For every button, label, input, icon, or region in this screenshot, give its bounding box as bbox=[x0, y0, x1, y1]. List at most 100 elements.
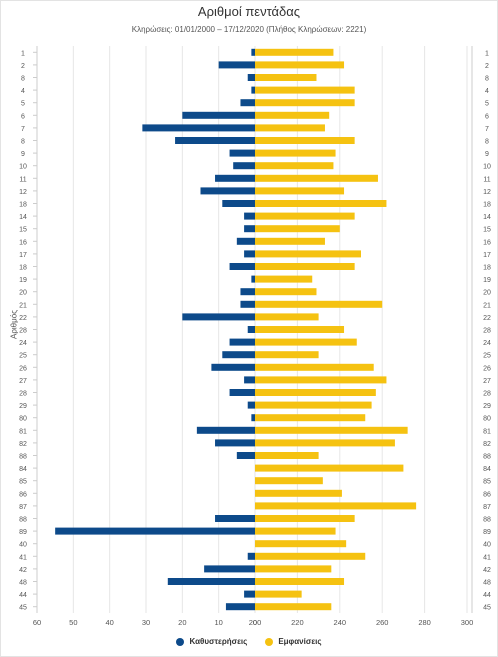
bar-appearances bbox=[255, 351, 319, 359]
x-tick-label: 10 bbox=[214, 618, 222, 627]
bar-delays bbox=[222, 200, 255, 207]
bar-delays bbox=[182, 111, 255, 119]
x-tick-label: 200 bbox=[249, 618, 262, 627]
bar-delays bbox=[240, 288, 255, 296]
category-label-right: 4 bbox=[485, 88, 489, 95]
legend-label-delays: Καθυστερήσεις bbox=[189, 637, 248, 646]
x-tick-label: 240 bbox=[334, 618, 347, 627]
bar-delays bbox=[229, 149, 255, 157]
category-label-right: 80 bbox=[483, 416, 491, 423]
bar-delays bbox=[215, 515, 255, 522]
category-label-left: 8 bbox=[21, 139, 25, 146]
bar-delays bbox=[204, 565, 255, 573]
bar-delays bbox=[251, 48, 255, 56]
category-label-right: 28 bbox=[483, 328, 491, 335]
category-label-left: 9 bbox=[21, 151, 25, 158]
bar-appearances bbox=[255, 338, 357, 346]
bar-delays bbox=[247, 326, 255, 333]
category-label-right: 45 bbox=[483, 605, 491, 612]
legend-item-appearances[interactable]: Εμφανίσεις bbox=[265, 637, 322, 646]
bar-delays bbox=[215, 174, 255, 182]
bar-appearances bbox=[255, 225, 340, 233]
bar-appearances bbox=[255, 414, 366, 422]
category-label-right: 2 bbox=[485, 63, 489, 70]
bar-delays bbox=[200, 187, 255, 195]
category-label-left: 42 bbox=[19, 567, 27, 574]
category-label-right: 20 bbox=[483, 290, 491, 297]
category-label-right: 17 bbox=[483, 252, 491, 259]
bar-appearances bbox=[255, 99, 355, 107]
bar-delays bbox=[196, 426, 255, 434]
category-label-right: 24 bbox=[483, 340, 491, 347]
category-label-left: 28 bbox=[19, 328, 27, 335]
bar-delays bbox=[167, 578, 255, 585]
bar-delays bbox=[244, 250, 255, 258]
category-label-right: 5 bbox=[485, 101, 489, 108]
category-label-left: 41 bbox=[19, 554, 27, 561]
category-label-right: 11 bbox=[483, 176, 490, 183]
bar-appearances bbox=[255, 464, 404, 472]
bar-appearances bbox=[255, 515, 355, 522]
category-label-left: 88 bbox=[19, 517, 27, 524]
bar-delays bbox=[142, 124, 255, 132]
bar-delays bbox=[244, 225, 255, 233]
category-label-left: 28 bbox=[19, 391, 27, 398]
category-label-right: 41 bbox=[483, 554, 491, 561]
bar-appearances bbox=[255, 300, 383, 308]
bar-appearances bbox=[255, 439, 395, 447]
category-label-left: 1 bbox=[21, 50, 25, 57]
bar-delays bbox=[229, 389, 255, 396]
legend-dot-appearances bbox=[265, 637, 274, 646]
bar-delays bbox=[233, 162, 255, 170]
category-label-right: 42 bbox=[483, 567, 491, 574]
bar-appearances bbox=[255, 149, 336, 157]
bar-appearances bbox=[255, 111, 330, 119]
x-tick-label: 220 bbox=[291, 618, 304, 627]
bar-delays bbox=[236, 237, 255, 245]
bar-delays bbox=[244, 212, 255, 220]
bar-delays bbox=[55, 527, 255, 535]
category-label-left: 6 bbox=[21, 113, 25, 120]
bar-delays bbox=[251, 86, 255, 94]
x-tick-label: 40 bbox=[105, 618, 113, 627]
category-label-left: 44 bbox=[19, 592, 27, 599]
bar-appearances bbox=[255, 477, 323, 485]
category-label-right: 12 bbox=[483, 189, 491, 196]
bar-delays bbox=[222, 351, 255, 359]
bar-appearances bbox=[255, 502, 417, 510]
category-label-left: 12 bbox=[19, 189, 27, 196]
bar-appearances bbox=[255, 137, 355, 144]
bar-layer bbox=[55, 48, 417, 611]
category-label-left: 80 bbox=[19, 416, 27, 423]
bar-delays bbox=[236, 452, 255, 459]
bar-appearances bbox=[255, 426, 408, 434]
chart-title: Αριθμοί πεντάδας bbox=[197, 4, 301, 19]
chart-subtitle: Κληρώσεις: 01/01/2000 – 17/12/2020 (Πλήθ… bbox=[131, 25, 367, 34]
category-label-right: 1 bbox=[485, 50, 489, 57]
bar-delays bbox=[218, 61, 255, 69]
category-label-left: 87 bbox=[19, 504, 27, 511]
bar-appearances bbox=[255, 565, 332, 573]
bar-appearances bbox=[255, 263, 355, 270]
bar-delays bbox=[240, 99, 255, 107]
category-label-right: 40 bbox=[483, 542, 491, 549]
bar-appearances bbox=[255, 389, 376, 396]
category-label-left: 25 bbox=[19, 353, 27, 360]
bar-appearances bbox=[255, 275, 313, 283]
category-label-right: 26 bbox=[483, 365, 491, 372]
category-label-right: 7 bbox=[485, 126, 489, 133]
x-tick-label: 20 bbox=[178, 618, 186, 627]
category-label-left: 7 bbox=[21, 126, 25, 133]
category-label-left: 85 bbox=[19, 479, 27, 486]
category-label-left: 15 bbox=[19, 227, 27, 234]
bar-appearances bbox=[255, 61, 345, 69]
bar-appearances bbox=[255, 363, 374, 371]
category-label-right: 48 bbox=[483, 580, 491, 587]
category-label-right: 82 bbox=[483, 441, 491, 448]
category-label-right: 22 bbox=[483, 315, 491, 322]
category-label-left: 4 bbox=[21, 88, 25, 95]
legend-item-delays[interactable]: Καθυστερήσεις bbox=[176, 637, 247, 646]
category-label-left: 21 bbox=[19, 302, 27, 309]
